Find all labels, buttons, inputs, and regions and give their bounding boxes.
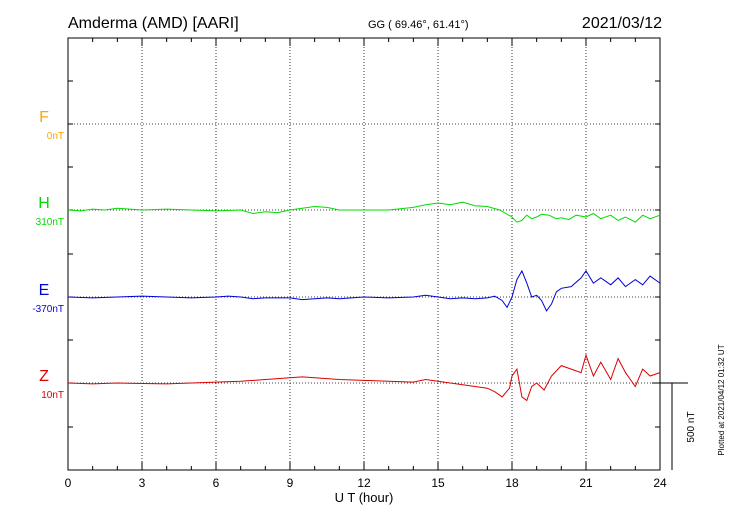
station-coords: GG ( 69.46°, 61.41°) [368, 19, 469, 31]
station-title: Amderma (AMD) [AARI] [68, 15, 239, 32]
grid-lines [68, 38, 660, 470]
series-labels: F 0nT H 310nT E -370nT Z 10nT [32, 109, 64, 401]
series-baseline-F: 0nT [47, 131, 64, 142]
plotted-timestamp: Plotted at 2021/04/12 01:32 UT [717, 344, 726, 455]
series-name-F: F [39, 109, 49, 126]
series-line-H [67, 201, 661, 223]
series-line-E [67, 269, 661, 312]
scale-bar-label: 500 nT [686, 411, 697, 442]
x-axis-label: U T (hour) [335, 490, 394, 505]
series-line-Z [67, 353, 661, 402]
x-tick-label: 18 [505, 476, 519, 490]
x-tick-label: 3 [139, 476, 146, 490]
series-group [67, 201, 661, 402]
series-name-E: E [39, 282, 50, 299]
x-tick-label: 12 [357, 476, 371, 490]
x-tick-label: 9 [287, 476, 294, 490]
date-label: 2021/03/12 [582, 15, 662, 32]
series-baseline-H: 310nT [36, 217, 64, 228]
series-name-Z: Z [39, 368, 49, 385]
x-tick-label: 21 [579, 476, 593, 490]
x-tick-label: 15 [431, 476, 445, 490]
x-tick-label: 0 [65, 476, 72, 490]
x-tick-label: 24 [653, 476, 667, 490]
series-baseline-Z: 10nT [41, 390, 64, 401]
series-name-H: H [38, 195, 50, 212]
x-tick-label: 6 [213, 476, 220, 490]
scale-bar: 500 nT [652, 382, 697, 470]
x-ticks: 0 3 6 9 12 15 18 21 24 [65, 38, 667, 490]
series-baseline-E: -370nT [32, 304, 64, 315]
